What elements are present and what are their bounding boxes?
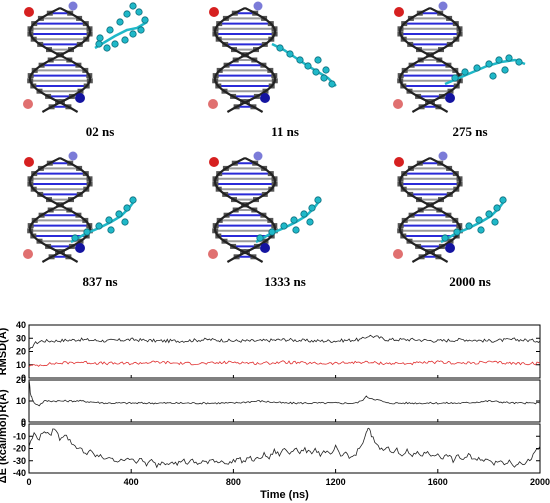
backbone-strand [28,7,92,113]
y-tick-label: -40 [13,468,26,478]
ligand [255,196,322,244]
plot-panel: 0 10 20 30 40 RMSD(Å) [0,320,541,383]
ligand [70,196,137,244]
x-tick-label: 400 [124,477,139,487]
snapshot-time-label: 11 ns [271,124,299,139]
end-marker [393,99,403,109]
backbone-strand [398,157,462,263]
y-axis-title: R(Å) [0,389,9,413]
plot-panel: 0 10 20 R(Å) [0,375,541,427]
backbone-strand [398,157,462,263]
snapshot-time-label: 02 ns [86,124,115,139]
end-marker [208,99,218,109]
end-marker [75,243,85,253]
y-tick-label: 20 [16,375,26,385]
plot-panel: 0 -10 -20 -30 -40 ΔE (kcal/mol) 0 400 800 1200 160… [0,413,550,501]
dna-helix [208,151,278,263]
end-marker [209,7,219,17]
backbone-strand [213,7,277,113]
end-marker [24,7,34,17]
snapshot-time-label: 1333 ns [264,274,306,289]
y-tick-label: 30 [16,333,26,343]
end-marker [24,157,34,167]
series-line [28,334,541,351]
y-tick-label: 0 [21,373,26,383]
end-marker [23,99,33,109]
end-marker [209,157,219,167]
snapshot-panel: 837 ns [23,151,137,289]
end-marker [394,7,404,17]
dna-helix [23,151,93,263]
dna-helix [23,1,93,113]
snapshot-panel: 2000 ns [393,151,507,289]
series-line [28,379,541,407]
end-marker [68,151,78,161]
backbone-strand [28,157,92,263]
end-marker [445,93,455,103]
end-marker [75,93,85,103]
end-marker [253,1,263,11]
backbone-strand [398,7,462,113]
series-line [28,360,541,368]
snapshot-time-label: 2000 ns [449,274,491,289]
x-tick-label: 1200 [326,477,346,487]
series-line [28,427,541,469]
backbone-strand [213,157,277,263]
backbone-strand [213,7,277,113]
ligand [440,196,507,244]
ligand [271,42,337,88]
backbone-strand [28,157,92,263]
end-marker [438,1,448,11]
dna-helix [393,1,463,113]
x-axis-title: Time (ns) [260,489,309,501]
dna-helix [393,151,463,263]
end-marker [260,243,270,253]
ligand [94,2,149,52]
x-tick-label: 1600 [428,477,448,487]
backbone-strand [398,7,462,113]
snapshot-panel: 275 ns [393,1,526,139]
snapshot-grid: 02 ns 11 ns 275 ns 837 ns 1333 ns 2000 ns [23,1,526,289]
y-axis-title: RMSD(Å) [0,327,9,375]
backbone-strand [213,157,277,263]
x-tick-label: 0 [26,477,31,487]
dna-helix [208,1,278,113]
end-marker [438,151,448,161]
y-tick-label: 10 [16,396,26,406]
snapshot-time-label: 275 ns [452,124,487,139]
end-marker [208,249,218,259]
ligand [444,54,526,86]
y-tick-label: -10 [13,431,26,441]
end-marker [393,249,403,259]
y-tick-label: -30 [13,456,26,466]
snapshot-time-label: 837 ns [82,274,117,289]
end-marker [394,157,404,167]
plot-frame [28,379,541,423]
x-tick-label: 2000 [530,477,550,487]
end-marker [68,1,78,11]
y-tick-label: 10 [16,360,26,370]
y-tick-label: 0 [21,419,26,429]
end-marker [23,249,33,259]
end-marker [260,93,270,103]
snapshot-panel: 02 ns [23,1,149,139]
time-series-plots: 0 10 20 30 40 RMSD(Å) 0 10 20 R(Å) 0 -10 -20 -30 -40 ΔE… [0,320,550,501]
backbone-strand [28,7,92,113]
snapshot-panel: 11 ns [208,1,337,139]
y-axis-title: ΔE (kcal/mol) [0,413,9,483]
snapshot-panel: 1333 ns [208,151,322,289]
y-tick-label: -20 [13,444,26,454]
y-tick-label: 0 [21,417,26,427]
end-marker [253,151,263,161]
plot-frame [28,324,541,379]
y-tick-label: 40 [16,320,26,330]
y-tick-label: 20 [16,347,26,357]
end-marker [445,243,455,253]
x-tick-label: 800 [226,477,241,487]
